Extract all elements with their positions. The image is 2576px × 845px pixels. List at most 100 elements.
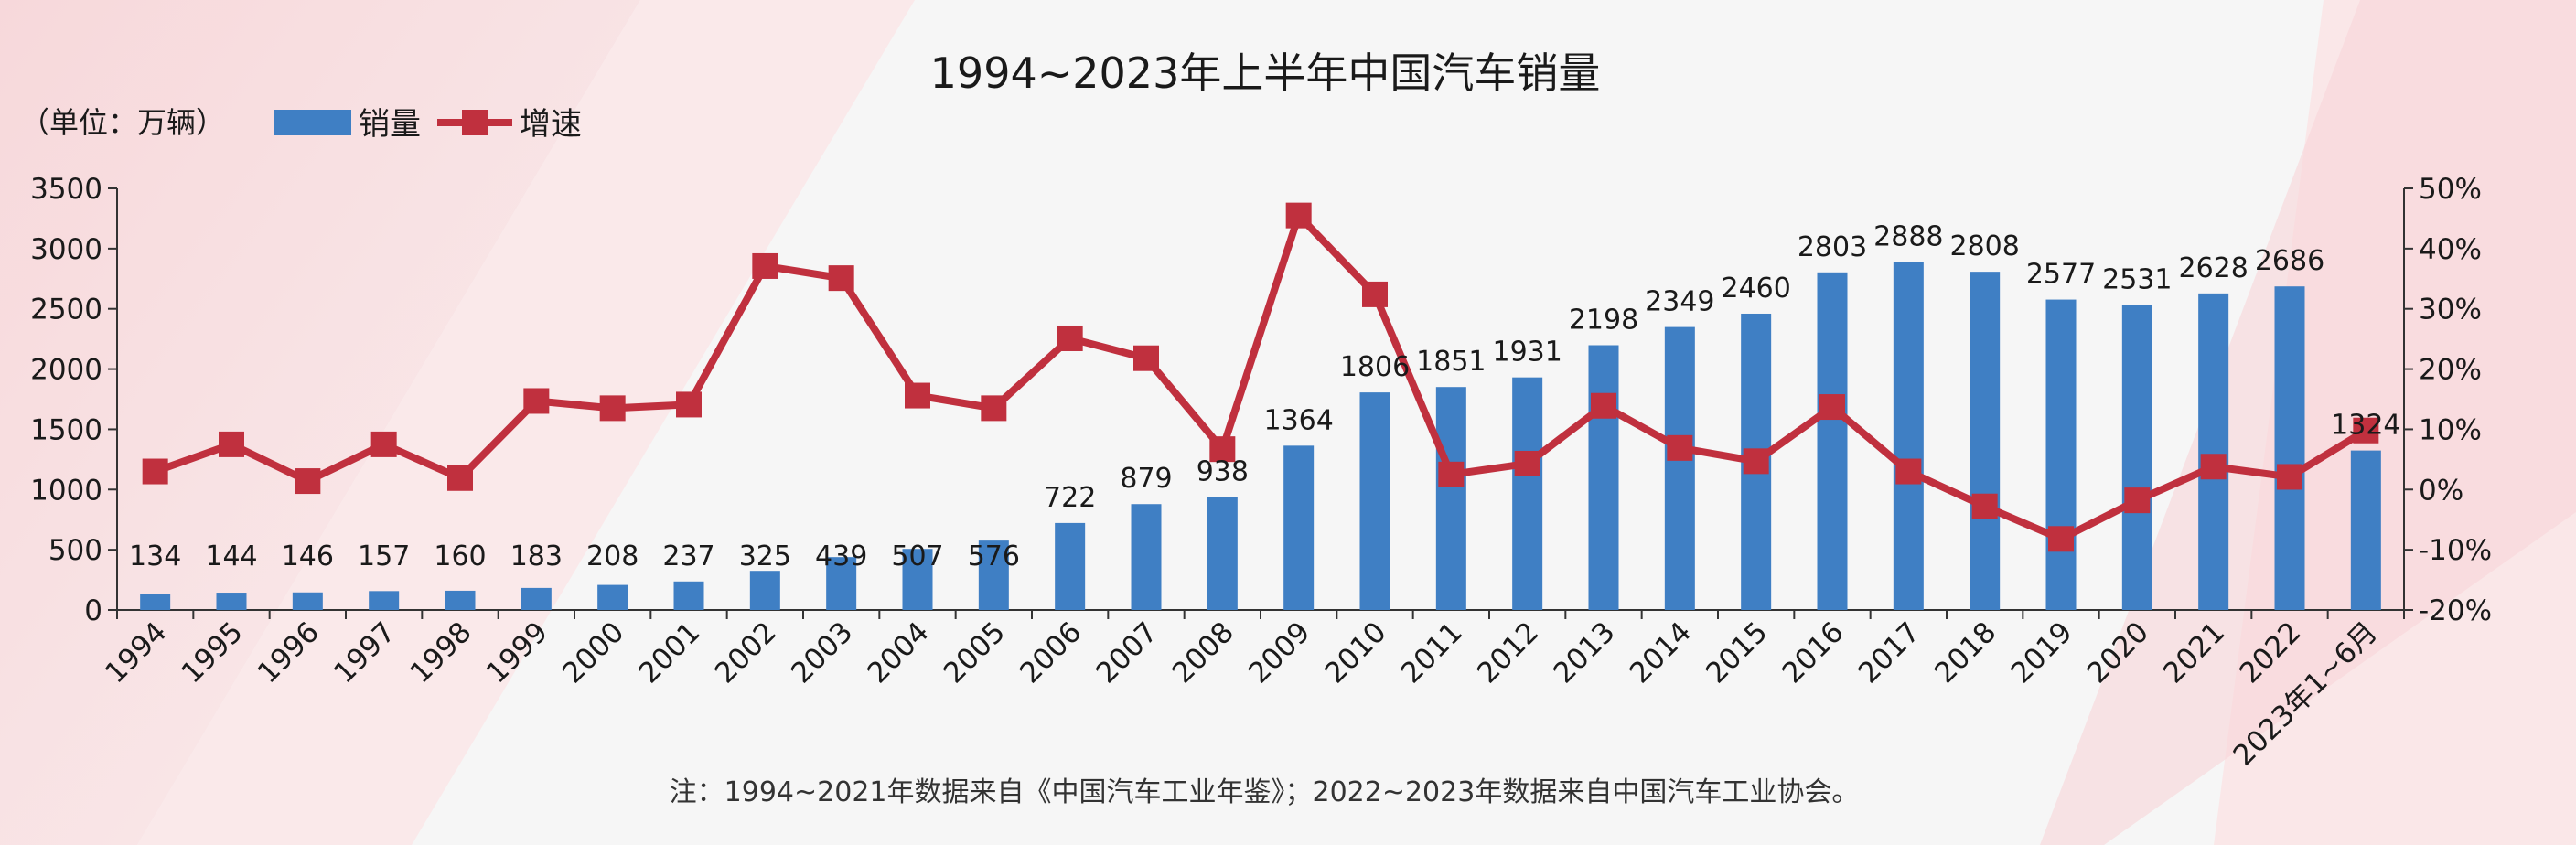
- growth-marker-2011: [1438, 461, 1465, 487]
- growth-marker-2012: [1514, 450, 1540, 476]
- bar-1995: [216, 593, 247, 610]
- growth-marker-1999: [523, 388, 550, 414]
- growth-marker-1994: [142, 458, 168, 485]
- bar-2016: [1817, 272, 1848, 610]
- value-label-2013: 2198: [1569, 304, 1638, 336]
- growth-marker-2017: [1895, 458, 1922, 485]
- bar-2021: [2198, 293, 2229, 610]
- right-axis-tick-label: 20%: [2419, 354, 2482, 387]
- growth-marker-2010: [1362, 281, 1388, 307]
- value-label-1996: 146: [282, 540, 334, 572]
- value-label-2004: 507: [891, 540, 943, 572]
- unit-label: （单位：万辆）: [20, 105, 225, 140]
- x-tick-label-1999: 1999: [480, 615, 554, 690]
- bar-2002: [749, 571, 780, 610]
- bar-2000: [597, 584, 628, 610]
- right-axis-tick-label: -20%: [2419, 594, 2492, 627]
- bar-2022: [2274, 286, 2305, 610]
- value-label-2021: 2628: [2178, 252, 2248, 284]
- bar-1996: [292, 592, 323, 610]
- legend: 销量 增速: [274, 106, 582, 143]
- value-label-2012: 1931: [1492, 337, 1562, 369]
- growth-marker-1997: [370, 431, 397, 457]
- x-tick-label-2005: 2005: [938, 615, 1012, 690]
- x-tick-label-2002: 2002: [709, 615, 783, 690]
- left-axis-tick-label: 3000: [30, 233, 102, 266]
- axes: 0 500 1000 1500 2000 2500 3000 3500 -20% -10% 0% 10…: [30, 173, 2492, 627]
- bar-2010: [1359, 392, 1390, 610]
- bar-2023年1~6月: [2350, 450, 2381, 610]
- growth-marker-2021: [2200, 454, 2227, 480]
- x-tick-label-2001: 2001: [632, 615, 706, 690]
- bar-2009: [1283, 445, 1315, 610]
- x-tick-label-2000: 2000: [556, 615, 630, 690]
- line-series: [142, 202, 2379, 552]
- value-label-1995: 144: [205, 540, 257, 572]
- left-axis-tick-label: 0: [84, 594, 102, 627]
- value-label-2022: 2686: [2255, 245, 2324, 277]
- bar-2011: [1435, 387, 1466, 610]
- bar-2005: [978, 540, 1009, 610]
- right-axis-tick-label: 10%: [2419, 413, 2482, 446]
- value-label-2023年1~6月: 1324: [2331, 410, 2400, 442]
- right-axis-tick-label: 50%: [2419, 173, 2482, 206]
- growth-marker-1995: [219, 431, 244, 457]
- growth-marker-1996: [295, 468, 321, 495]
- value-label-2007: 879: [1120, 463, 1172, 495]
- bar-1994: [140, 594, 171, 610]
- growth-marker-2001: [676, 391, 702, 418]
- left-axis-tick-label: 3500: [30, 173, 102, 206]
- growth-marker-2019: [2048, 526, 2074, 552]
- x-tick-label-2015: 2015: [1700, 615, 1774, 690]
- growth-marker-2015: [1743, 448, 1769, 475]
- bar-2013: [1588, 345, 1619, 610]
- right-axis-tick-label: -10%: [2419, 534, 2492, 567]
- x-tick-label-2019: 2019: [2004, 615, 2078, 690]
- bar-2018: [1970, 272, 2001, 610]
- growth-marker-2006: [1057, 325, 1083, 351]
- x-axis-ticks: 1994 1995 1996 1997 1998 1999 2000 2001 2002 2003…: [99, 615, 2384, 772]
- x-tick-label-1994: 1994: [99, 615, 173, 690]
- growth-marker-2014: [1667, 434, 1693, 461]
- value-label-2002: 325: [739, 540, 791, 572]
- right-axis-tick-label: 30%: [2419, 294, 2482, 326]
- right-axis-tick-label: 0%: [2419, 474, 2463, 507]
- right-axis-tick-label: 40%: [2419, 233, 2482, 266]
- x-tick-label-2012: 2012: [1471, 615, 1545, 690]
- value-label-2001: 237: [662, 540, 714, 572]
- value-label-2019: 2577: [2026, 259, 2096, 291]
- value-labels: 134 144 146 157 160 183 208 237 325 439 507 576 722 8…: [129, 221, 2400, 572]
- footnote: 注：1994~2021年数据来自《中国汽车工业年鉴》；2022~2023年数据来…: [670, 776, 1860, 808]
- bar-2014: [1664, 326, 1695, 610]
- x-tick-label-2010: 2010: [1318, 615, 1392, 690]
- growth-marker-2000: [599, 395, 626, 422]
- bar-2012: [1512, 377, 1543, 610]
- left-axis-tick-label: 2500: [30, 294, 102, 326]
- value-label-1994: 134: [129, 540, 181, 572]
- value-label-2010: 1806: [1340, 351, 1410, 383]
- growth-marker-2004: [905, 382, 930, 409]
- value-label-2005: 576: [968, 540, 1020, 572]
- growth-marker-2022: [2277, 464, 2302, 490]
- x-tick-label-2013: 2013: [1547, 615, 1621, 690]
- bar-2008: [1207, 497, 1238, 610]
- x-tick-label-2006: 2006: [1014, 615, 1088, 690]
- legend-marker-swatch: [462, 110, 488, 135]
- chart-title: 1994~2023年上半年中国汽车销量: [930, 48, 1601, 98]
- value-label-2014: 2349: [1645, 286, 1714, 318]
- value-label-2009: 1364: [1263, 404, 1333, 436]
- x-tick-label-2014: 2014: [1624, 615, 1698, 690]
- value-label-2018: 2808: [1949, 230, 2019, 262]
- value-label-2000: 208: [586, 540, 639, 572]
- x-tick-label-2020: 2020: [2081, 615, 2155, 690]
- value-label-2016: 2803: [1798, 231, 1867, 263]
- value-label-2006: 722: [1044, 482, 1096, 514]
- growth-marker-2005: [981, 395, 1007, 422]
- growth-marker-2018: [1971, 493, 1998, 519]
- value-label-2008: 938: [1197, 455, 1249, 487]
- growth-marker-1998: [447, 465, 473, 491]
- value-label-2015: 2460: [1721, 273, 1790, 305]
- x-tick-label-1998: 1998: [403, 615, 478, 690]
